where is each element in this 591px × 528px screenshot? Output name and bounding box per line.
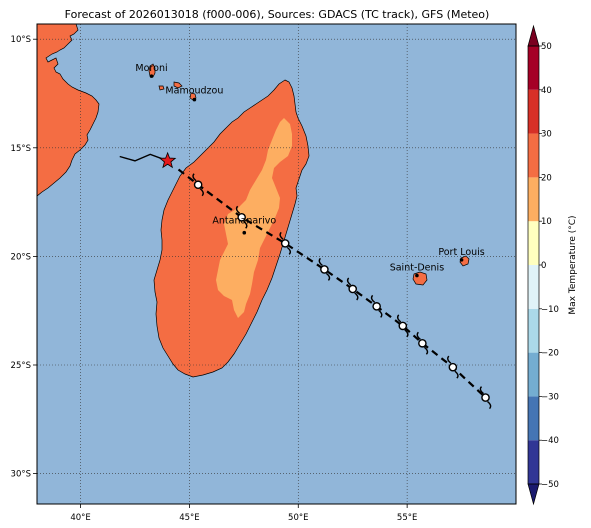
city-label: Port Louis (438, 247, 484, 258)
colorbar-bin (528, 352, 539, 397)
colorbar-tick-label: 0 (541, 261, 546, 271)
colorbar-bin (528, 308, 539, 353)
y-tick-label: 20°S (11, 252, 31, 262)
map-title: Forecast of 2026013018 (f000-006), Sourc… (65, 8, 490, 21)
map-panel: Moroni Mamoudzou Antananarivo Saint-Denis Po… (11, 23, 517, 523)
city-dot (459, 258, 464, 262)
colorbar-tick-label: −50 (541, 480, 559, 490)
colorbar-tick-label: 30 (541, 130, 552, 140)
forecast-track-line (177, 168, 487, 399)
x-tick-label: 50°E (288, 513, 308, 523)
colorbar-extend-high (527, 24, 540, 47)
cyclone-symbol-icon (396, 314, 409, 338)
reunion-island (412, 271, 428, 286)
x-tick-label: 45°E (179, 513, 199, 523)
city-dot (192, 97, 197, 102)
tc-track (119, 151, 492, 410)
longitude-ticks: 40°E 45°E 50°E 55°E (70, 504, 417, 523)
city-label: Mamoudzou (165, 86, 223, 97)
madagascar-highlands (216, 118, 292, 318)
city-dot (415, 273, 419, 278)
y-tick-label: 10°S (11, 35, 31, 45)
colorbar-bin (528, 440, 539, 484)
x-tick-label: 55°E (397, 513, 417, 523)
city-dot (149, 74, 154, 78)
moheli-island (158, 85, 165, 91)
cyclone-symbol-icon (447, 355, 459, 379)
cyclone-symbol-icon (279, 231, 292, 255)
city-markers: Moroni Mamoudzou Antananarivo Saint-Denis Po… (135, 63, 485, 278)
cyclone-symbol-icon (479, 386, 492, 410)
cyclone-symbol-icon (370, 294, 383, 318)
colorbar-label: Max Temperature (°C) (568, 215, 578, 314)
colorbar-bin (528, 177, 539, 222)
colorbar-tick-label: −40 (541, 436, 559, 446)
colorbar-tick-label: −20 (541, 349, 559, 359)
colorbar-bin (528, 46, 539, 90)
colorbar-tick-label: 20 (541, 173, 552, 183)
x-tick-label: 40°E (70, 513, 90, 523)
cyclone-symbol-icon (192, 173, 204, 197)
colorbar-bin (528, 396, 539, 441)
city-label: Antananarivo (212, 216, 276, 227)
grande-comore-island (148, 63, 156, 78)
colorbar-bin (528, 221, 539, 265)
cyclone-symbol-icon (416, 331, 429, 355)
colorbar-tick-label: −10 (541, 305, 559, 315)
africa-landmass (37, 24, 100, 197)
colorbar: 50 40 30 20 10 0 −10 −20 −30 −40 −50 (527, 24, 559, 506)
latitude-ticks: 10°S 15°S 20°S 25°S 30°S (11, 35, 37, 480)
colorbar-bin (528, 133, 539, 178)
y-tick-label: 25°S (11, 361, 31, 371)
cyclone-symbol-icon (318, 257, 331, 281)
map-gridlines (37, 24, 516, 504)
city-dot (242, 230, 247, 235)
city-label: Moroni (135, 63, 167, 74)
current-position-star-icon (158, 151, 177, 169)
colorbar-bin (528, 265, 539, 309)
cyclone-symbol-icon (235, 205, 248, 229)
colorbar-extend-low (527, 483, 540, 506)
colorbar-tick-label: −30 (541, 392, 559, 402)
colorbar-bin (528, 89, 539, 134)
observed-track-line (119, 153, 168, 162)
y-tick-label: 30°S (11, 470, 31, 480)
cyclone-symbol-icon (346, 277, 359, 301)
colorbar-tick-label: 10 (541, 217, 552, 227)
y-tick-label: 15°S (11, 144, 31, 154)
colorbar-tick-label: 50 (541, 42, 552, 52)
anjouan-island (173, 81, 183, 89)
map-border (36, 23, 517, 505)
colorbar-tick-label: 40 (541, 86, 552, 96)
city-label: Saint-Denis (390, 263, 444, 274)
